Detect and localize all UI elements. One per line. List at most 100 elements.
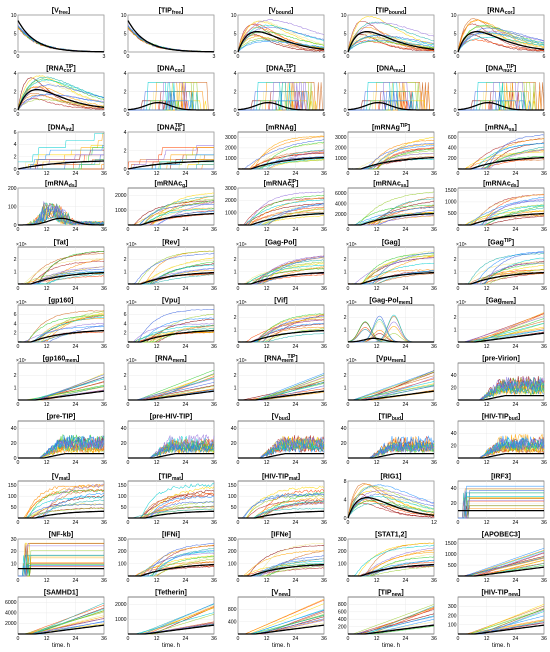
y-tick-label: 4 bbox=[14, 71, 17, 77]
series-line bbox=[458, 548, 545, 577]
axes-box bbox=[17, 538, 105, 577]
x-tick-label: 24 bbox=[72, 227, 78, 233]
x-tick-label: 0 bbox=[127, 344, 130, 350]
y-tick-label: 500 bbox=[448, 563, 457, 569]
axis-exponent: ×10⁵ bbox=[346, 242, 357, 248]
x-tick-label: 12 bbox=[154, 520, 160, 526]
x-tick-label: 36 bbox=[211, 344, 217, 350]
x-tick-label: 12 bbox=[484, 344, 490, 350]
series-line bbox=[18, 507, 105, 519]
axis-exponent: ×10⁵ bbox=[16, 242, 27, 248]
panel-49: [STAT1,2] 100 200 300 0 12 24 36 bbox=[338, 532, 437, 585]
x-tick-label: 0 bbox=[237, 227, 240, 233]
x-tick-label: 0 bbox=[17, 636, 20, 642]
x-tick-label: 0 bbox=[17, 460, 20, 466]
panel-title: [mRNAss] bbox=[485, 125, 517, 134]
x-tick-label: 36 bbox=[541, 460, 547, 466]
series-line bbox=[18, 565, 104, 577]
series-line bbox=[128, 566, 215, 577]
x-tick-label: 12 bbox=[484, 171, 490, 177]
mean-line bbox=[348, 563, 435, 577]
series-line bbox=[458, 488, 544, 519]
panel-48: [IFNe] 100 200 300 0 12 24 36 bbox=[228, 532, 327, 585]
mean-line bbox=[348, 271, 435, 285]
y-tick-label: 4 bbox=[234, 71, 237, 77]
y-tick-label: 50 bbox=[11, 505, 17, 511]
panel-title: [TIPnew] bbox=[378, 590, 403, 599]
x-tick-label: 24 bbox=[72, 286, 78, 292]
mean-line bbox=[238, 271, 325, 285]
series-line bbox=[458, 505, 544, 519]
x-tick-label: 12 bbox=[44, 344, 50, 350]
series-line bbox=[17, 80, 105, 110]
y-tick-label: 200 bbox=[338, 624, 347, 630]
panel-39: [TIPbud] 20 40 0 12 24 36 bbox=[341, 414, 437, 467]
x-tick-label: 0 bbox=[17, 171, 20, 177]
mean-line bbox=[348, 452, 434, 459]
y-tick-label: 200 bbox=[228, 549, 237, 555]
x-tick-label: 0 bbox=[127, 286, 130, 292]
y-tick-label: 2 bbox=[234, 89, 237, 95]
x-tick-label: 0 bbox=[457, 344, 460, 350]
panel-title: [HIV-TIPnew] bbox=[482, 590, 521, 599]
y-tick-label: 4000 bbox=[5, 611, 17, 617]
mean-line bbox=[238, 452, 324, 459]
x-tick-label: 24 bbox=[512, 460, 518, 466]
x-tick-label: 36 bbox=[101, 227, 107, 233]
panel-title: [Vbud] bbox=[272, 414, 291, 423]
series-line bbox=[237, 206, 325, 226]
y-tick-label: 2 bbox=[454, 257, 457, 263]
x-tick-label: 0 bbox=[347, 520, 350, 526]
y-tick-label: 4 bbox=[14, 321, 17, 327]
mean-line bbox=[128, 563, 215, 577]
series-line bbox=[18, 555, 104, 577]
panel-title: [mRNAcgTIP] bbox=[264, 179, 299, 189]
mean-line bbox=[128, 329, 215, 343]
x-tick-label: 3 bbox=[103, 54, 106, 60]
series-line bbox=[128, 382, 215, 401]
mean-line bbox=[347, 497, 435, 519]
x-tick-label: 24 bbox=[402, 227, 408, 233]
x-tick-label: 36 bbox=[101, 344, 107, 350]
series-line bbox=[347, 484, 435, 518]
y-tick-label: 0 bbox=[14, 108, 17, 114]
series-line bbox=[347, 22, 435, 52]
x-tick-label: 36 bbox=[541, 171, 547, 177]
series-line bbox=[348, 613, 435, 635]
x-tick-label: 0 bbox=[127, 460, 130, 466]
y-tick-label: 2 bbox=[14, 331, 17, 337]
panel-2: [TIPfree] 0 5 10 0 3 bbox=[121, 8, 216, 61]
x-tick-label: 0 bbox=[457, 520, 460, 526]
y-tick-label: 0 bbox=[124, 167, 127, 173]
y-tick-label: 1 bbox=[344, 327, 347, 333]
y-tick-label: 2000 bbox=[115, 602, 127, 608]
panel-title: [mRNAcg] bbox=[154, 181, 187, 190]
x-tick-label: 36 bbox=[211, 578, 217, 584]
y-tick-label: 8 bbox=[344, 479, 347, 485]
y-tick-label: 1 bbox=[454, 327, 457, 333]
x-tick-label: 0 bbox=[347, 460, 350, 466]
panel-47: [IFNi] 100 200 300 0 12 24 36 bbox=[118, 532, 217, 585]
series-line bbox=[347, 212, 434, 226]
x-tick-label: 12 bbox=[154, 578, 160, 584]
series-line bbox=[347, 191, 435, 226]
y-tick-label: 200 bbox=[118, 549, 127, 555]
x-tick-label: 36 bbox=[431, 344, 437, 350]
x-tick-label: 36 bbox=[211, 460, 217, 466]
series-line bbox=[238, 598, 325, 635]
series-line bbox=[458, 500, 544, 519]
series-line bbox=[128, 491, 215, 519]
series-line bbox=[18, 503, 105, 519]
series-line bbox=[458, 261, 545, 285]
y-tick-label: 150 bbox=[8, 483, 17, 489]
series-line bbox=[458, 498, 544, 519]
series-line bbox=[457, 151, 545, 170]
axis-exponent: ×10⁴ bbox=[126, 358, 137, 364]
x-tick-label: 12 bbox=[484, 578, 490, 584]
mean-line bbox=[348, 337, 434, 343]
x-tick-label: 12 bbox=[484, 402, 490, 408]
